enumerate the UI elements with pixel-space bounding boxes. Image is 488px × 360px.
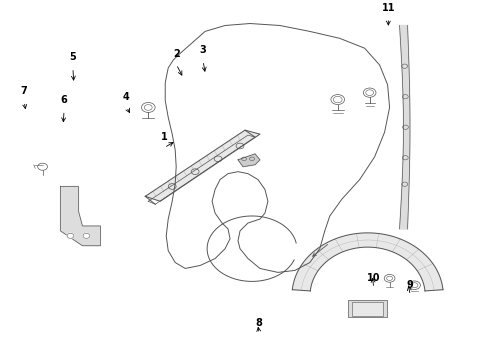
Text: 8: 8	[255, 318, 262, 328]
Text: 11: 11	[381, 3, 394, 13]
Text: 1: 1	[161, 132, 167, 143]
Polygon shape	[238, 154, 260, 167]
Text: 10: 10	[366, 273, 380, 283]
Text: 2: 2	[172, 49, 179, 59]
Text: 7: 7	[20, 86, 27, 96]
Bar	[351, 302, 383, 316]
Text: 9: 9	[406, 280, 413, 290]
Circle shape	[83, 233, 90, 238]
Text: 4: 4	[123, 91, 130, 102]
Polygon shape	[399, 26, 409, 229]
Polygon shape	[292, 233, 442, 291]
Polygon shape	[61, 186, 100, 246]
Bar	[347, 300, 386, 317]
Polygon shape	[145, 130, 260, 201]
Text: 3: 3	[199, 45, 206, 55]
Circle shape	[67, 233, 74, 238]
Text: 5: 5	[69, 53, 76, 62]
Text: 6: 6	[61, 95, 67, 105]
